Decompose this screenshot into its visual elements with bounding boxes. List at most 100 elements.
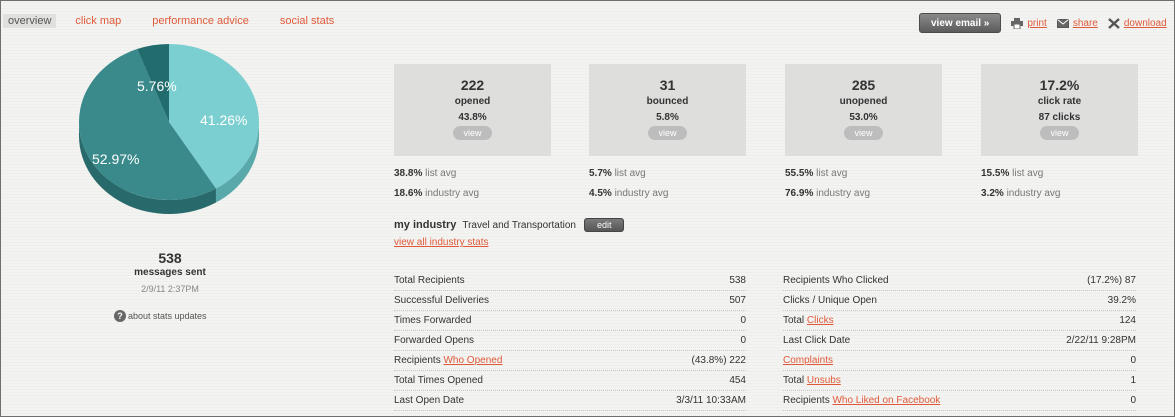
stat-value: 3/3/11 10:33AM bbox=[676, 395, 746, 406]
stat-key-link[interactable]: Unsubs bbox=[806, 375, 841, 386]
report-actions: view email » print share download bbox=[919, 13, 1167, 33]
view-all-industry-stats-link[interactable]: view all industry stats bbox=[394, 237, 489, 248]
stat-key-text: Recipients bbox=[783, 395, 833, 406]
table-row: Forwarded Opens 0 bbox=[394, 331, 746, 351]
stat-label: click rate bbox=[1037, 96, 1082, 107]
pie-chart-svg bbox=[79, 44, 259, 215]
stat-value: 538 bbox=[729, 275, 746, 286]
stat-percent: 5.8% bbox=[656, 112, 679, 123]
download-link[interactable]: download bbox=[1108, 18, 1167, 29]
share-label: share bbox=[1072, 17, 1098, 29]
avg-value: 4.5% bbox=[589, 188, 612, 199]
edit-industry-button[interactable]: edit bbox=[583, 218, 625, 232]
sent-date: 2/9/11 2:37PM bbox=[141, 284, 199, 294]
table-row: Recipients Who Clicked (17.2%) 87 bbox=[783, 271, 1136, 291]
stat-value: (17.2%) 87 bbox=[1087, 275, 1136, 286]
stat-key-text: Total bbox=[783, 375, 807, 386]
industry-avg-bounced: 4.5% industry avg bbox=[589, 188, 669, 199]
stat-value: 0 bbox=[740, 335, 746, 346]
avg-value: 38.8% bbox=[394, 168, 423, 179]
my-industry: my industry Travel and Transportation ed… bbox=[394, 218, 625, 232]
table-row: Recipients Who Liked on Facebook 0 bbox=[783, 391, 1136, 411]
view-clicks-button[interactable]: view bbox=[1040, 126, 1079, 140]
stat-key-text: Recipients bbox=[394, 355, 444, 366]
tab-social-stats[interactable]: social stats bbox=[279, 15, 335, 27]
view-unopened-button[interactable]: view bbox=[844, 126, 883, 140]
stat-key-link[interactable]: Who Liked on Facebook bbox=[832, 395, 941, 406]
pie-slice bbox=[169, 44, 259, 189]
list-avg-clicks: 15.5% list avg bbox=[981, 168, 1043, 179]
avg-label: list avg bbox=[614, 168, 646, 179]
stat-key: Total Unsubs bbox=[783, 375, 841, 386]
stat-key: Times Forwarded bbox=[394, 315, 472, 326]
stat-key-link[interactable]: Who Opened bbox=[443, 355, 503, 366]
industry-avg-unopened: 76.9% industry avg bbox=[785, 188, 870, 199]
share-link[interactable]: share bbox=[1056, 17, 1098, 29]
stat-value: 0 bbox=[1130, 355, 1136, 366]
stat-value: 0 bbox=[1130, 395, 1136, 406]
stat-percent: 53.0% bbox=[849, 112, 878, 123]
stat-box-unopened: 285 unopened 53.0% view bbox=[785, 64, 942, 156]
stat-key: Recipients Who Opened bbox=[394, 355, 502, 366]
messages-sent-label: messages sent bbox=[134, 267, 206, 278]
stat-key: Last Open Date bbox=[394, 395, 465, 406]
view-email-button[interactable]: view email » bbox=[919, 13, 1002, 33]
stats-table-right: Recipients Who Clicked (17.2%) 87 Clicks /… bbox=[783, 271, 1136, 411]
stat-key-link[interactable]: Complaints bbox=[783, 355, 834, 366]
view-opened-button[interactable]: view bbox=[453, 126, 492, 140]
table-row: Times Forwarded 0 bbox=[394, 311, 746, 331]
list-avg-bounced: 5.7% list avg bbox=[589, 168, 646, 179]
table-row: Clicks / Unique Open 39.2% bbox=[783, 291, 1136, 311]
stat-key: Complaints bbox=[783, 355, 833, 366]
about-stats-link[interactable]: ? about stats updates bbox=[114, 310, 207, 322]
print-label: print bbox=[1027, 17, 1047, 29]
tab-performance-advice[interactable]: performance advice bbox=[152, 15, 249, 27]
stat-key-text: Total bbox=[783, 315, 807, 326]
avg-label: industry avg bbox=[816, 188, 871, 199]
avg-label: industry avg bbox=[614, 188, 669, 199]
stat-number: 31 bbox=[659, 77, 676, 93]
avg-value: 5.7% bbox=[589, 168, 612, 179]
stat-key-link[interactable]: Clicks bbox=[806, 315, 834, 326]
stat-key: Recipients Who Liked on Facebook bbox=[783, 395, 940, 406]
stat-key: Total Clicks bbox=[783, 315, 834, 326]
pie-label-unopened: 52.97% bbox=[92, 151, 140, 167]
pie-label-opened: 41.26% bbox=[200, 112, 248, 128]
stat-box-click-rate: 17.2% click rate 87 clicks view bbox=[981, 64, 1138, 156]
pie-slice-side bbox=[215, 122, 259, 203]
view-bounced-button[interactable]: view bbox=[648, 126, 687, 140]
avg-label: list avg bbox=[816, 168, 848, 179]
envelope-icon bbox=[1056, 18, 1069, 28]
industry-heading: my industry bbox=[394, 219, 457, 231]
print-link[interactable]: print bbox=[1011, 17, 1047, 29]
list-avg-opened: 38.8% list avg bbox=[394, 168, 456, 179]
table-row: Total Recipients 538 bbox=[394, 271, 746, 291]
table-row: Last Click Date 2/22/11 9:28PM bbox=[783, 331, 1136, 351]
pie-label-bounced: 5.76% bbox=[137, 78, 177, 94]
stat-key: Total Recipients bbox=[394, 275, 465, 286]
table-row: Total Times Opened 454 bbox=[394, 371, 746, 391]
stat-key: Last Click Date bbox=[783, 335, 851, 346]
stat-label: unopened bbox=[839, 96, 888, 107]
table-row: Last Open Date 3/3/11 10:33AM bbox=[394, 391, 746, 411]
avg-label: industry avg bbox=[425, 188, 480, 199]
pie-slice bbox=[137, 44, 169, 122]
stat-number: 17.2% bbox=[1039, 77, 1080, 93]
industry-value: Travel and Transportation bbox=[462, 219, 576, 231]
about-stats-label: about stats updates bbox=[128, 311, 207, 321]
avg-value: 76.9% bbox=[785, 188, 814, 199]
download-label: download bbox=[1123, 17, 1167, 29]
table-row: Total Unsubs 1 bbox=[783, 371, 1136, 391]
excel-icon bbox=[1108, 17, 1120, 29]
table-row: Complaints 0 bbox=[783, 351, 1136, 371]
stat-value: 2/22/11 9:28PM bbox=[1066, 335, 1136, 346]
avg-value: 18.6% bbox=[394, 188, 423, 199]
tab-click-map[interactable]: click map bbox=[75, 15, 122, 27]
stat-percent: 43.8% bbox=[458, 112, 487, 123]
industry-avg-clicks: 3.2% industry avg bbox=[981, 188, 1061, 199]
tab-overview[interactable]: overview bbox=[3, 14, 57, 28]
stat-value: 39.2% bbox=[1107, 295, 1136, 306]
avg-label: list avg bbox=[425, 168, 457, 179]
avg-value: 55.5% bbox=[785, 168, 814, 179]
help-icon: ? bbox=[114, 310, 126, 322]
